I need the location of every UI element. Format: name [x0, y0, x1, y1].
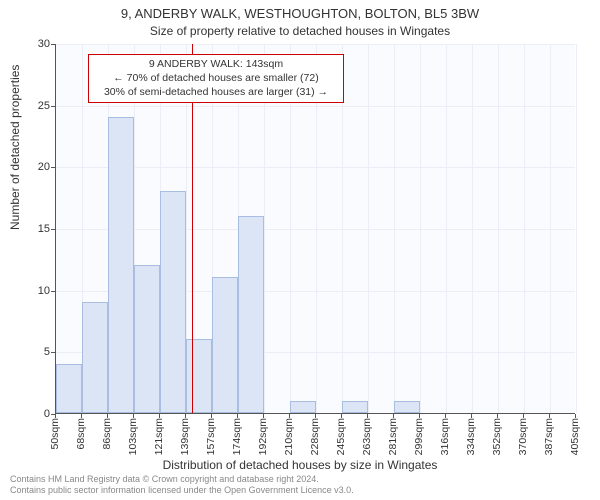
histogram-bar — [160, 191, 186, 413]
histogram-bar — [82, 302, 108, 413]
x-tick-label: 174sqm — [231, 418, 243, 455]
gridline-v — [368, 44, 369, 413]
plot-area: 9 ANDERBY WALK: 143sqm ← 70% of detached… — [55, 44, 575, 414]
histogram-bar — [238, 216, 264, 413]
histogram-bar — [394, 401, 420, 413]
histogram-bar — [134, 265, 160, 413]
y-tick-label: 5 — [20, 346, 50, 358]
y-tick-mark — [51, 44, 55, 45]
y-tick-label: 10 — [20, 285, 50, 297]
y-axis-label: Number of detached properties — [8, 65, 22, 230]
gridline-v — [524, 44, 525, 413]
histogram-bar — [342, 401, 368, 413]
annotation-line-2: ← 70% of detached houses are smaller (72… — [95, 71, 337, 85]
x-tick-label: 405sqm — [569, 418, 581, 455]
gridline-v — [420, 44, 421, 413]
annotation-line-1: 9 ANDERBY WALK: 143sqm — [95, 57, 337, 71]
y-tick-label: 25 — [20, 100, 50, 112]
x-tick-label: 50sqm — [49, 418, 61, 450]
histogram-bar — [212, 277, 238, 413]
x-tick-label: 299sqm — [413, 418, 425, 455]
histogram-bar — [186, 339, 212, 413]
y-tick-label: 0 — [20, 408, 50, 420]
x-tick-label: 139sqm — [179, 418, 191, 455]
y-tick-label: 20 — [20, 161, 50, 173]
x-tick-label: 68sqm — [75, 418, 87, 450]
gridline-v — [472, 44, 473, 413]
x-tick-label: 263sqm — [361, 418, 373, 455]
y-tick-mark — [51, 106, 55, 107]
histogram-bar — [56, 364, 82, 413]
x-tick-label: 334sqm — [465, 418, 477, 455]
y-tick-label: 30 — [20, 38, 50, 50]
annotation-line-3: 30% of semi-detached houses are larger (… — [95, 85, 337, 99]
y-tick-mark — [51, 229, 55, 230]
chart-container: 9, ANDERBY WALK, WESTHOUGHTON, BOLTON, B… — [0, 0, 600, 500]
y-tick-mark — [51, 167, 55, 168]
x-tick-label: 86sqm — [101, 418, 113, 450]
footer-line-1: Contains HM Land Registry data © Crown c… — [10, 474, 354, 485]
x-tick-label: 352sqm — [491, 418, 503, 455]
x-tick-label: 316sqm — [439, 418, 451, 455]
x-tick-label: 157sqm — [205, 418, 217, 455]
gridline-v — [576, 44, 577, 413]
x-tick-label: 103sqm — [127, 418, 139, 455]
footer-line-2: Contains public sector information licen… — [10, 485, 354, 496]
reference-annotation: 9 ANDERBY WALK: 143sqm ← 70% of detached… — [88, 54, 344, 103]
footer-attribution: Contains HM Land Registry data © Crown c… — [10, 474, 354, 497]
x-tick-label: 192sqm — [257, 418, 269, 455]
gridline-v — [498, 44, 499, 413]
chart-title: 9, ANDERBY WALK, WESTHOUGHTON, BOLTON, B… — [0, 6, 600, 21]
gridline-v — [446, 44, 447, 413]
x-tick-label: 121sqm — [153, 418, 165, 455]
x-tick-label: 228sqm — [309, 418, 321, 455]
x-tick-label: 245sqm — [335, 418, 347, 455]
x-tick-label: 370sqm — [517, 418, 529, 455]
gridline-v — [550, 44, 551, 413]
gridline-v — [394, 44, 395, 413]
y-tick-mark — [51, 291, 55, 292]
x-axis-label: Distribution of detached houses by size … — [0, 458, 600, 472]
x-tick-label: 387sqm — [543, 418, 555, 455]
x-tick-label: 281sqm — [387, 418, 399, 455]
histogram-bar — [290, 401, 316, 413]
histogram-bar — [108, 117, 134, 413]
y-tick-label: 15 — [20, 223, 50, 235]
y-tick-mark — [51, 352, 55, 353]
x-tick-label: 210sqm — [283, 418, 295, 455]
chart-subtitle: Size of property relative to detached ho… — [0, 24, 600, 38]
